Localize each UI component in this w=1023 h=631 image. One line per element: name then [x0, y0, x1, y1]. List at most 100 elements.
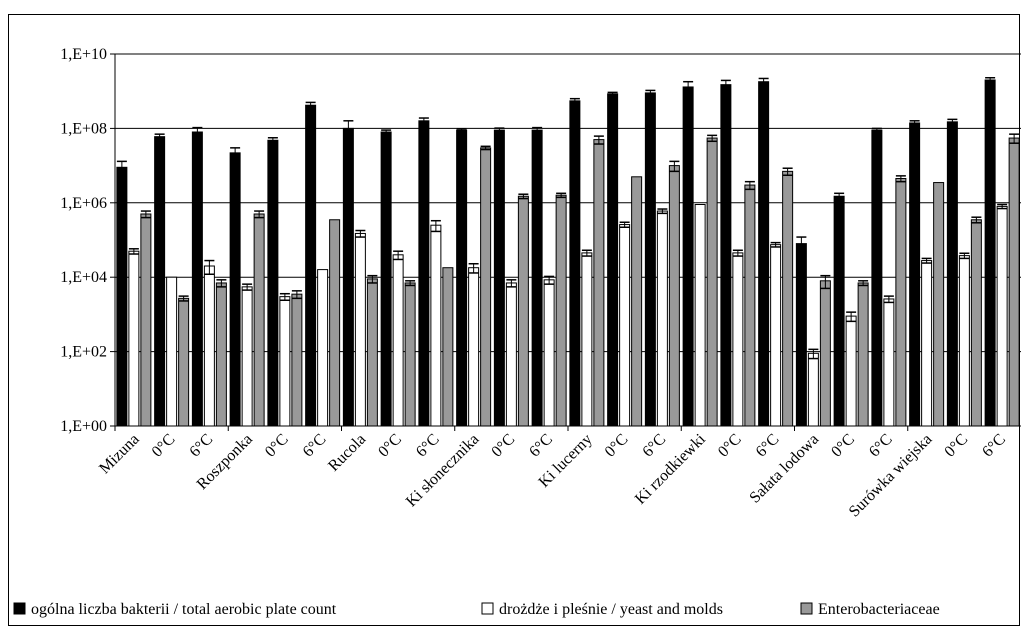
y-tick-label: 1,E+02 — [60, 344, 107, 361]
bar — [203, 265, 215, 427]
bar — [857, 282, 869, 427]
bar — [758, 81, 770, 427]
bar — [631, 176, 643, 427]
bar — [845, 315, 857, 427]
bar — [970, 219, 982, 427]
bar — [191, 131, 203, 427]
x-timepoint-label: 0°C — [828, 431, 858, 461]
bar-layer — [116, 76, 1020, 427]
y-tick-label: 1,E+10 — [60, 46, 107, 63]
legend-label-enterobacteriaceae: Enterobacteriaceae — [818, 601, 940, 618]
bar — [833, 195, 845, 427]
bar — [493, 129, 505, 427]
bar — [354, 232, 366, 427]
x-category-label: Mizuna — [96, 431, 143, 478]
x-timepoint-label: 6°C — [639, 431, 669, 461]
bar — [732, 252, 744, 427]
x-timepoint-label: 6°C — [526, 431, 556, 461]
bar — [404, 282, 416, 427]
axis-layer: 1,E+00 1,E+02 1,E+04 1,E+06 1,E+08 1,E+10 — [60, 46, 1021, 435]
x-timepoint-label: 0°C — [262, 431, 292, 461]
bar — [140, 213, 152, 427]
x-timepoint-label: 6°C — [186, 431, 216, 461]
bar — [480, 147, 492, 427]
y-tick-label: 1,E+06 — [60, 195, 107, 212]
x-timepoint-label: 0°C — [715, 431, 745, 461]
bar — [317, 269, 329, 427]
bar — [366, 278, 378, 427]
bar — [996, 205, 1008, 427]
bar — [569, 100, 581, 427]
x-timepoint-label: 6°C — [300, 431, 330, 461]
bar — [694, 204, 706, 427]
bar — [619, 224, 631, 427]
bar — [468, 267, 480, 427]
bar — [984, 79, 996, 427]
bar — [607, 93, 619, 427]
legend-label-yeast-molds: drożdże i pleśnie / yeast and molds — [499, 601, 723, 618]
x-timepoint-label: 0°C — [488, 431, 518, 461]
legend-swatch-total-aerobic — [13, 602, 26, 615]
x-timepoint-label: 6°C — [979, 431, 1009, 461]
bar — [430, 224, 442, 427]
bar — [682, 86, 694, 427]
bar — [166, 276, 178, 427]
legend: ogólna liczba bakterii / total aerobic p… — [13, 601, 940, 618]
bar — [229, 152, 241, 427]
bar — [392, 254, 404, 427]
x-timepoint-label: 0°C — [375, 431, 405, 461]
bar — [128, 250, 140, 427]
bar — [456, 129, 468, 427]
bar — [267, 139, 279, 427]
bar — [909, 122, 921, 427]
bar — [329, 219, 341, 427]
bar — [720, 84, 732, 427]
bar — [380, 131, 392, 427]
bar — [819, 280, 831, 427]
x-timepoint-label: 6°C — [413, 431, 443, 461]
x-category-label: Ki rzodkiewki — [632, 430, 709, 507]
bar — [656, 210, 668, 427]
bar — [581, 252, 593, 427]
x-timepoint-label: 6°C — [866, 431, 896, 461]
y-tick-label: 1,E+08 — [60, 120, 107, 137]
bar — [883, 298, 895, 427]
bar — [958, 255, 970, 427]
x-timepoint-label: 0°C — [941, 431, 971, 461]
bar — [744, 184, 756, 427]
bar — [871, 129, 883, 427]
bar — [253, 213, 265, 427]
bar — [241, 286, 253, 427]
bar — [305, 104, 317, 427]
bar — [706, 137, 718, 427]
x-timepoint-label: 6°C — [753, 431, 783, 461]
x-timepoint-label: 0°C — [602, 431, 632, 461]
bar — [933, 182, 945, 427]
bar — [291, 293, 303, 427]
bar — [342, 127, 354, 427]
bar — [178, 297, 190, 427]
y-tick-label: 1,E+04 — [60, 269, 107, 286]
legend-swatch-yeast-molds — [481, 602, 494, 615]
bar — [215, 282, 227, 427]
x-timepoint-label: 0°C — [149, 431, 179, 461]
legend-swatch-enterobacteriaceae — [800, 602, 813, 615]
x-category-label: Rucola — [325, 431, 369, 475]
bar — [921, 260, 933, 427]
bar — [116, 166, 128, 427]
x-category-label: Ki słonecznika — [403, 431, 483, 511]
bar — [442, 267, 454, 427]
bar — [531, 129, 543, 427]
bar — [517, 195, 529, 427]
bar — [644, 92, 656, 427]
bar — [418, 120, 430, 427]
bar — [946, 121, 958, 427]
bar — [593, 139, 605, 427]
bar — [782, 170, 794, 427]
bar — [1008, 137, 1020, 427]
bar — [154, 136, 166, 427]
legend-label-total-aerobic: ogólna liczba bakterii / total aerobic p… — [31, 601, 337, 618]
bar — [895, 178, 907, 427]
